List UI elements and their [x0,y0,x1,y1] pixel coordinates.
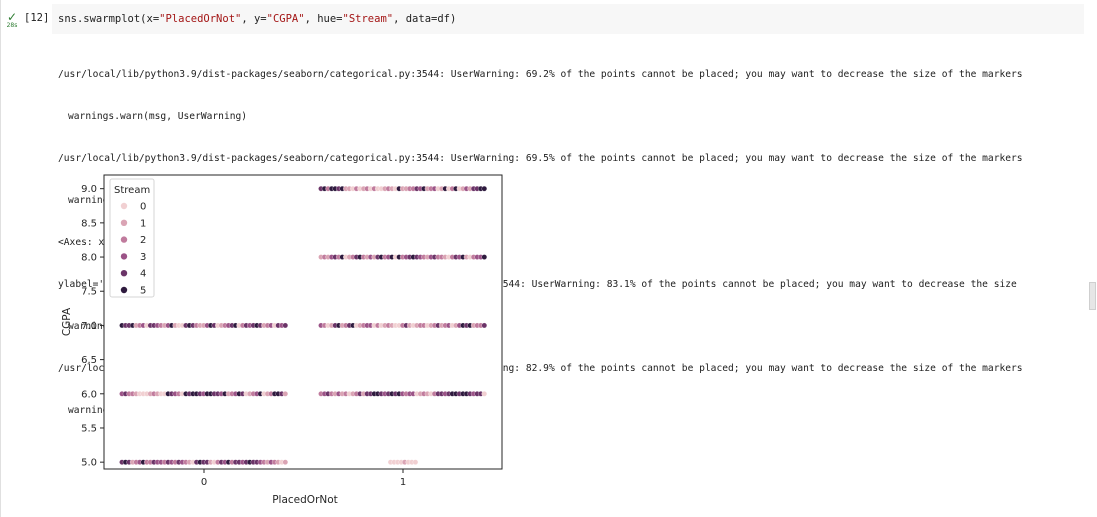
execution-count: [12] [24,12,50,24]
code-sep: , hue= [304,13,343,25]
code-y-arg: "CGPA" [266,13,305,25]
y-tick-label: 7.5 [81,287,97,298]
swarm-point [481,185,488,192]
legend-marker [120,219,128,226]
code-hue-arg: "Stream" [342,13,394,25]
y-axis-label: CGPA [61,307,73,336]
code-x-arg: "PlacedOrNot" [159,13,242,25]
y-tick-label: 8.5 [81,218,97,229]
legend-entry-label: 2 [140,235,146,246]
scrollbar-thumb[interactable] [1089,282,1096,310]
legend-marker [120,270,128,277]
y-tick-label: 8.0 [81,253,97,264]
legend-title: Stream [114,185,150,196]
y-tick-label: 9.0 [81,184,97,195]
code-sep: , y= [241,13,267,25]
cell-left-border [0,0,1,517]
run-time: 28s [6,22,18,29]
plot-area [103,174,503,470]
output-line: warnings.warn(msg, UserWarning) [68,111,248,122]
legend-marker [120,286,128,294]
legend-box [109,178,155,298]
legend-entry-label: 3 [140,252,146,263]
run-success-icon: ✓ [6,10,18,24]
x-axis-label: PlacedOrNot [272,494,338,506]
output-line: /usr/local/lib/python3.9/dist-packages/s… [58,69,1023,80]
swarm-point [481,254,488,260]
legend-entry-label: 1 [140,218,146,229]
y-tick-label: 7.0 [81,321,97,332]
x-tick-label: 1 [400,477,406,488]
legend-marker [120,236,128,243]
y-tick-label: 6.5 [81,355,97,366]
swarm-point [282,322,289,329]
swarm-point [412,459,419,465]
output-line: /usr/local/lib/python3.9/dist-packages/s… [58,153,1023,164]
y-tick-label: 5.5 [81,423,97,434]
legend-entry-label: 5 [140,286,146,297]
run-status[interactable]: ✓ 28s [4,10,20,30]
swarm-point [282,459,289,465]
y-tick-label: 5.0 [81,458,97,469]
legend-entry-label: 4 [140,269,146,280]
swarmplot-figure: 5.0 5.5 6.0 6.5 7.0 7.5 8.0 8.5 9.0 0 1 PlacedOrNot… [52,168,522,513]
code-call: sns.swarmplot(x= [58,13,160,25]
y-tick-label: 6.0 [81,389,97,400]
legend-marker [120,253,128,260]
legend-marker [120,202,128,210]
code-editor[interactable]: sns.swarmplot(x="PlacedOrNot", y="CGPA",… [52,4,1084,34]
x-tick-label: 0 [201,477,207,488]
swarm-point [481,391,488,397]
swarmplot-svg: 5.0 5.5 6.0 6.5 7.0 7.5 8.0 8.5 9.0 0 1 PlacedOrNot… [61,174,503,506]
swarm-point [282,391,289,397]
swarm-point [481,322,488,329]
legend-entry-label: 0 [140,202,146,213]
code-tail: , data=df) [393,13,457,25]
